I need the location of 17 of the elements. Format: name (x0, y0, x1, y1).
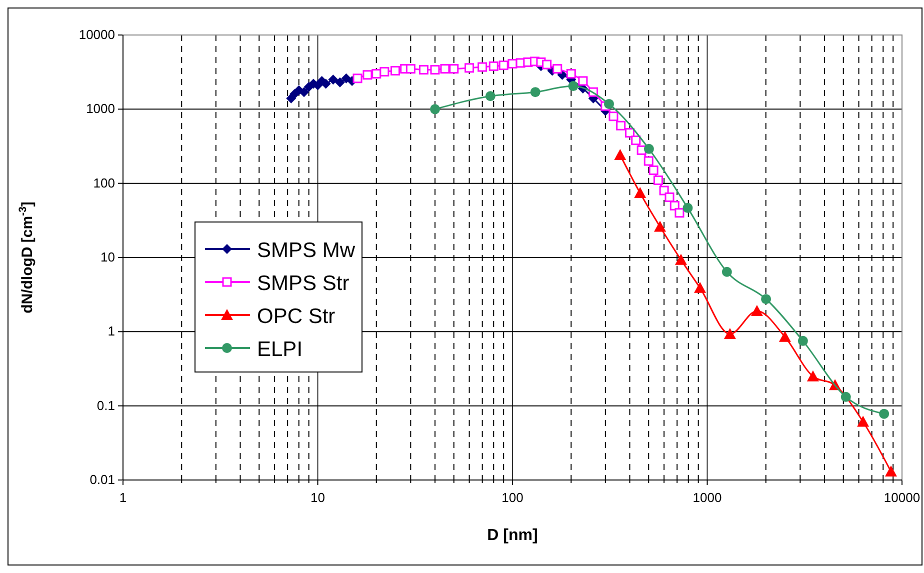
y-tick-label: 0.1 (96, 398, 115, 413)
x-tick-label: 10000 (884, 490, 920, 505)
y-tick-label: 10000 (78, 27, 115, 42)
x-tick-label: 10 (310, 490, 325, 505)
legend-label: ELPI (257, 338, 303, 361)
y-tick-label: 10 (100, 250, 115, 264)
x-axis-title: D [nm] (487, 527, 538, 544)
y-tick-label: 1 (108, 324, 115, 339)
x-tick-label: 1000 (692, 490, 722, 505)
x-tick-label: 1 (119, 490, 127, 505)
legend-label: OPC Str (257, 305, 336, 328)
legend-label: SMPS Str (257, 272, 350, 295)
y-tick-label: 100 (93, 175, 115, 190)
x-tick-label: 100 (502, 490, 524, 505)
legend-label: SMPS Mw (257, 239, 356, 262)
y-tick-label: 0.01 (90, 472, 115, 487)
y-tick-label: 1000 (86, 101, 115, 116)
